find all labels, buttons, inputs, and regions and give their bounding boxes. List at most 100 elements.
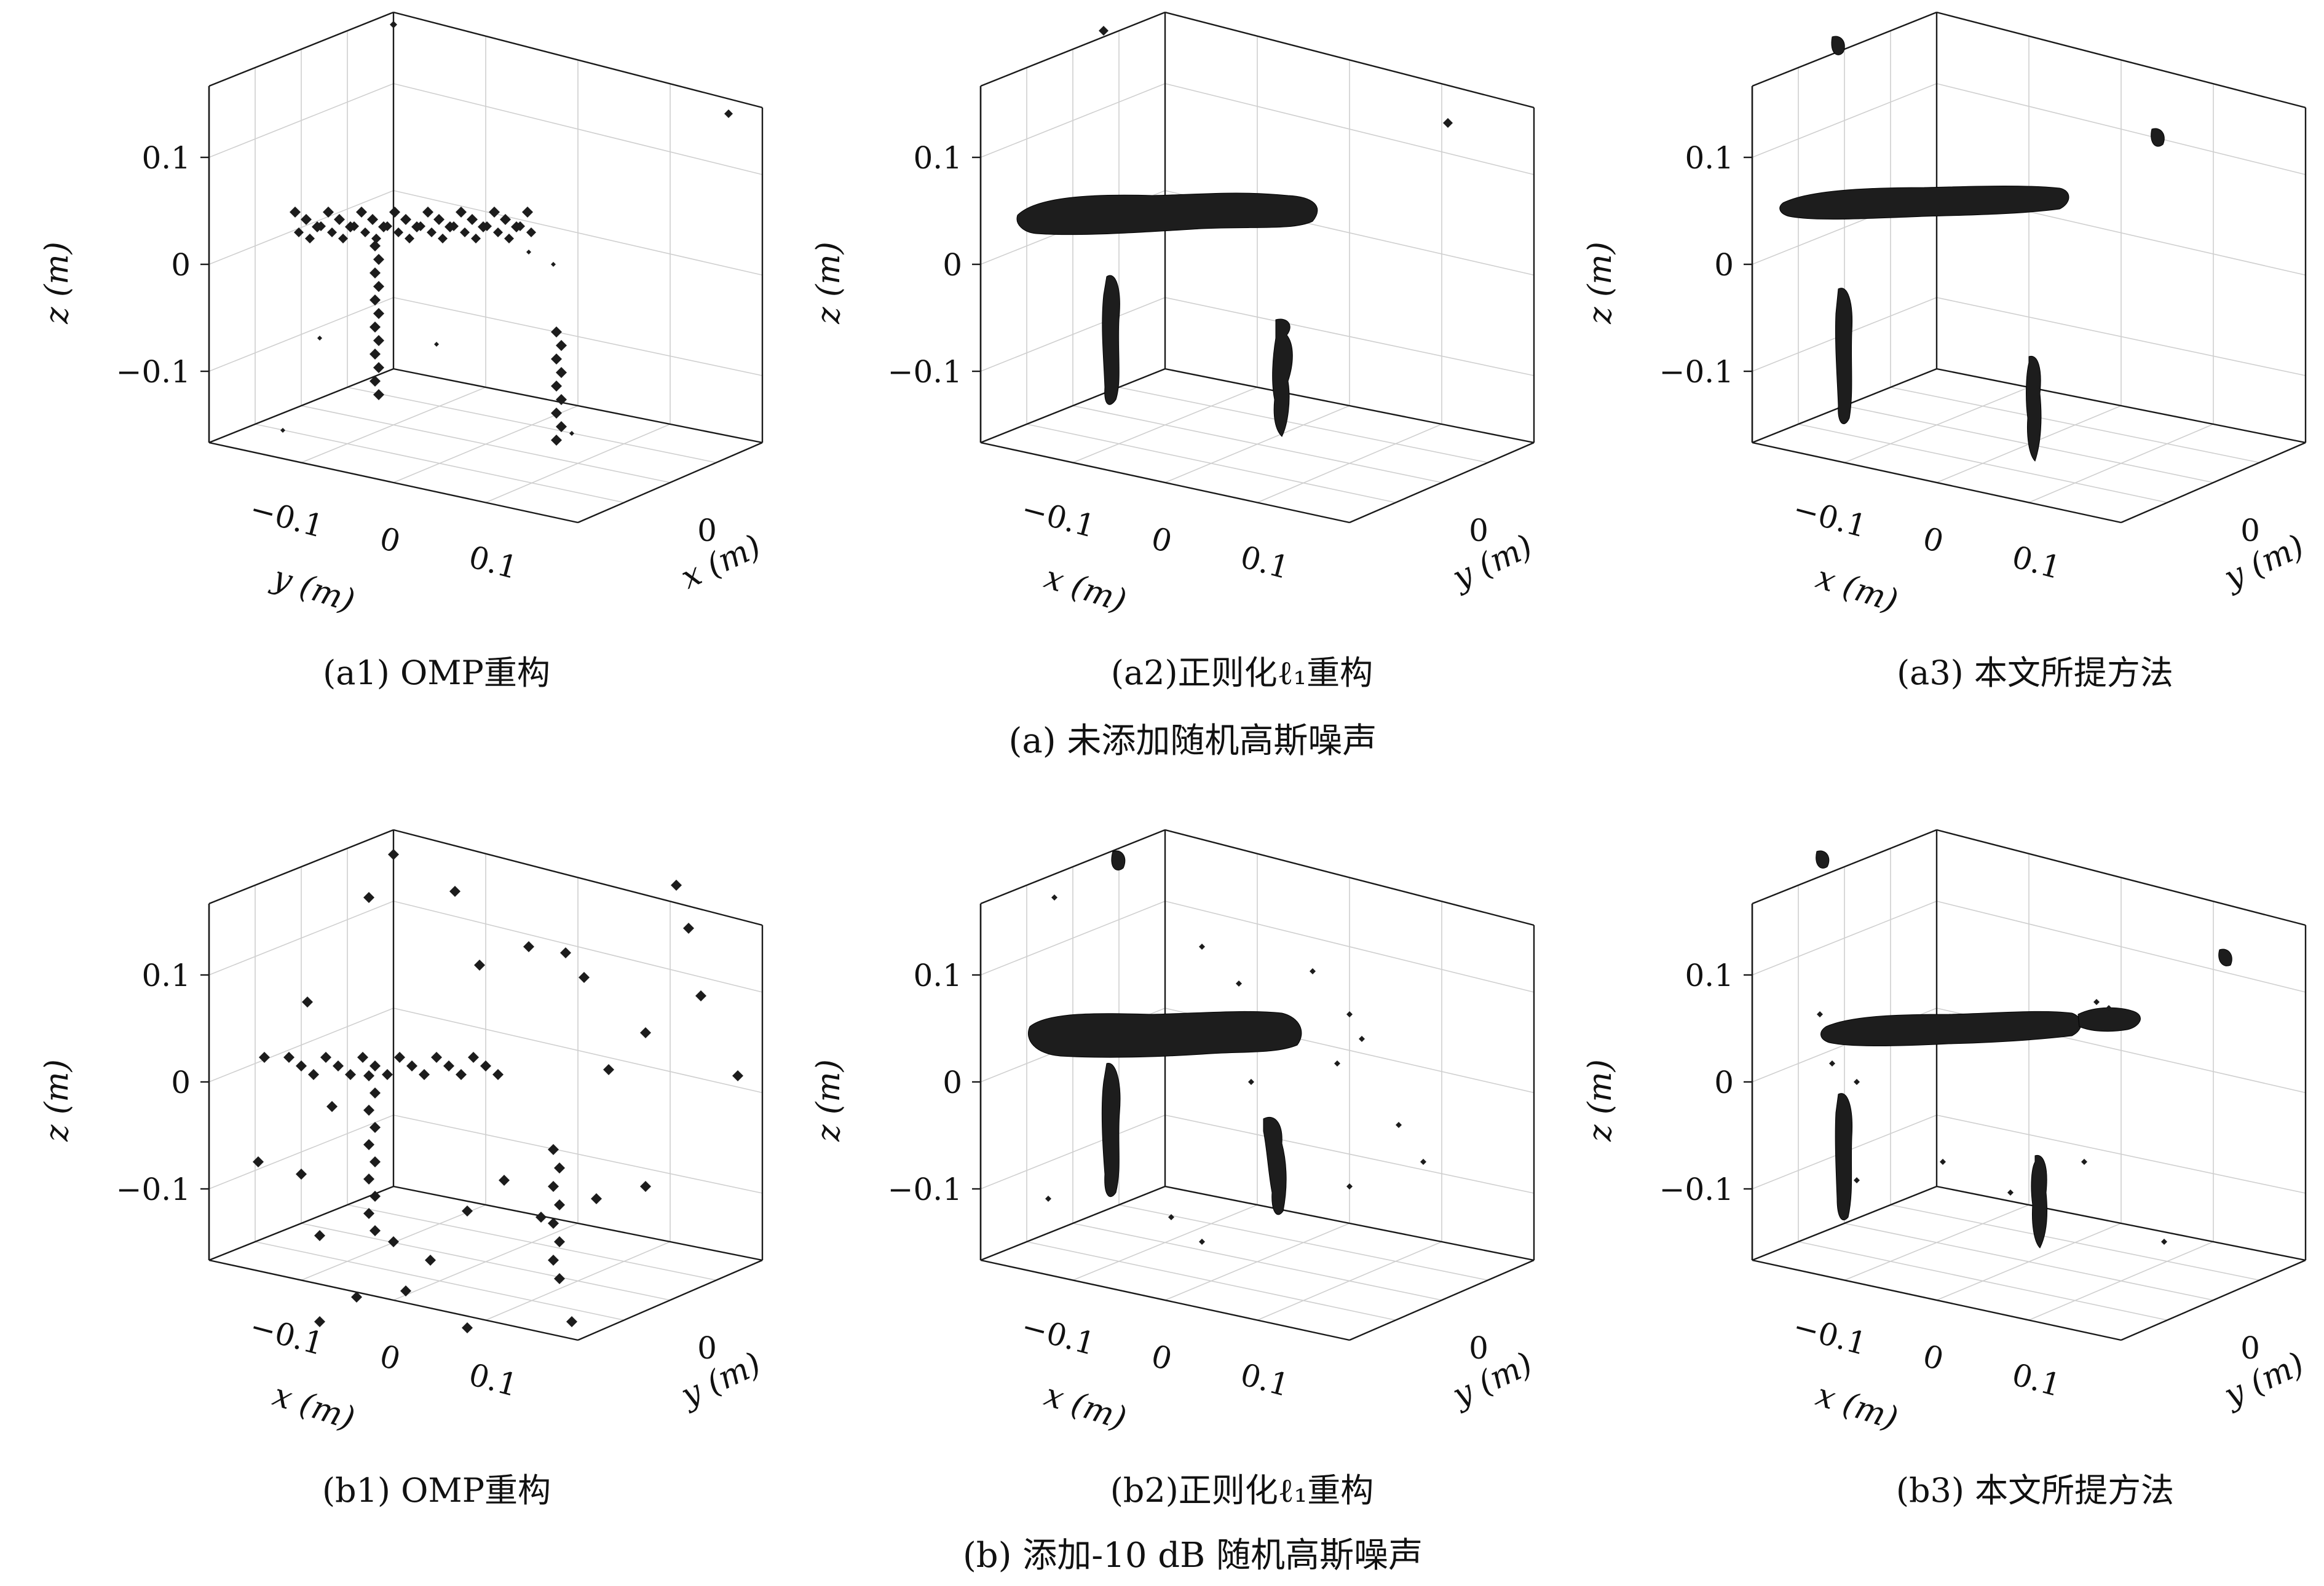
h1-axis-label: x (m) bbox=[1040, 1376, 1131, 1437]
data-point bbox=[732, 1070, 743, 1081]
data-point bbox=[1854, 1177, 1860, 1183]
data-point bbox=[1248, 1079, 1254, 1085]
data-point bbox=[323, 207, 334, 218]
caption-b1: (b1) OMP重构 bbox=[322, 1471, 551, 1510]
data-point bbox=[526, 227, 536, 237]
isosurface-blob bbox=[1272, 318, 1293, 437]
h1-tick-label: 0.1 bbox=[1236, 539, 1293, 586]
caption-a2: (a2)正则化ℓ₁重构 bbox=[1110, 653, 1373, 692]
data-point bbox=[382, 221, 392, 231]
axis-edge bbox=[208, 368, 394, 444]
grid-line bbox=[980, 83, 1166, 158]
axis-edge bbox=[2120, 441, 2306, 524]
data-point bbox=[554, 1236, 565, 1247]
h1-axis-label: x (m) bbox=[1811, 559, 1902, 620]
h1-tick-label: 0 bbox=[1919, 520, 1948, 559]
grid-line bbox=[2028, 424, 2214, 503]
axis-edge bbox=[208, 1259, 579, 1341]
h1-tick-label: 0 bbox=[1919, 1338, 1948, 1377]
plot-marks bbox=[1779, 36, 2165, 462]
h1-axis-label: y (m) bbox=[267, 559, 360, 620]
data-point bbox=[294, 227, 304, 237]
z-tick-label: 0 bbox=[943, 247, 962, 283]
axis-edge bbox=[980, 1259, 1350, 1341]
data-point bbox=[579, 972, 590, 983]
z-axis-label: z (m) bbox=[810, 242, 847, 325]
axis-edge bbox=[393, 829, 763, 926]
axis-edge bbox=[980, 11, 1166, 87]
data-point bbox=[360, 227, 370, 237]
grid-line bbox=[208, 190, 394, 265]
z-tick-label: 0.1 bbox=[141, 140, 191, 176]
data-point bbox=[1099, 26, 1109, 36]
data-point bbox=[416, 221, 425, 231]
h2-tick-label: 0 bbox=[1469, 1330, 1488, 1366]
data-point bbox=[526, 250, 531, 254]
data-point bbox=[2093, 999, 2100, 1005]
data-point bbox=[400, 1285, 411, 1296]
axis-edge bbox=[1349, 1259, 1535, 1341]
data-point bbox=[1236, 980, 1242, 987]
axis-edge bbox=[208, 829, 394, 905]
panel-b3: 0.1 0 −0.1 −0.1 0 0.1 0 z (m) x (m) y (m) bbox=[1543, 818, 2310, 1463]
isosurface-blob bbox=[1779, 185, 2069, 220]
data-point bbox=[556, 421, 567, 432]
z-tick-label: 0 bbox=[1714, 1065, 1734, 1100]
data-point bbox=[389, 207, 400, 218]
axis-edge bbox=[1164, 11, 1535, 109]
data-point bbox=[2106, 1005, 2112, 1011]
data-point bbox=[640, 1181, 651, 1192]
data-point bbox=[551, 262, 556, 267]
data-point bbox=[1346, 1011, 1353, 1017]
axis-edge bbox=[1164, 1185, 1535, 1261]
data-point bbox=[390, 21, 397, 28]
axis-edge bbox=[980, 441, 1350, 524]
grid-line bbox=[1890, 387, 2260, 464]
axis-edge bbox=[1936, 11, 2306, 109]
h1-tick-label: 0.1 bbox=[2008, 539, 2065, 586]
data-point bbox=[467, 214, 478, 225]
data-point bbox=[2081, 1159, 2087, 1165]
data-point bbox=[427, 227, 437, 237]
grid-line bbox=[393, 901, 763, 993]
data-point bbox=[338, 234, 348, 243]
plot-marks bbox=[1016, 26, 1453, 437]
data-point bbox=[327, 227, 337, 237]
grid-line bbox=[393, 1223, 579, 1301]
h2-axis-label: y (m) bbox=[674, 1346, 767, 1415]
isosurface-blob bbox=[2151, 128, 2165, 147]
isosurface-blob bbox=[1016, 192, 1318, 235]
data-point bbox=[370, 240, 381, 251]
data-point bbox=[388, 849, 399, 860]
data-point bbox=[388, 1236, 399, 1247]
grid-line bbox=[393, 297, 763, 376]
grid-lines bbox=[208, 848, 763, 1321]
data-point bbox=[1045, 1196, 1051, 1202]
data-point bbox=[370, 322, 381, 333]
data-point bbox=[695, 990, 706, 1001]
h2-axis-label: x (m) bbox=[676, 528, 767, 597]
grid-line bbox=[485, 424, 671, 503]
data-point bbox=[425, 1255, 436, 1266]
axis-edge bbox=[1349, 441, 1535, 524]
grid-line bbox=[1936, 1223, 2122, 1301]
data-point bbox=[422, 207, 433, 218]
isosurface-blob bbox=[1835, 288, 1853, 424]
data-point bbox=[290, 207, 301, 218]
grid-line bbox=[1936, 901, 2306, 993]
grid-line bbox=[393, 405, 579, 483]
z-tick-label: 0.1 bbox=[1685, 140, 1734, 176]
isosurface-blob bbox=[1102, 275, 1120, 405]
axis-edge bbox=[980, 368, 1166, 444]
axis-edge bbox=[1752, 441, 2122, 524]
z-tick-label: 0 bbox=[171, 247, 191, 283]
grid-line bbox=[1752, 901, 1937, 976]
axis-edge bbox=[980, 1185, 1166, 1261]
h2-tick-label: 0 bbox=[1469, 513, 1488, 548]
grid-line bbox=[1936, 1115, 2306, 1194]
grid-line bbox=[208, 1115, 394, 1190]
z-axis-label: z (m) bbox=[810, 1059, 847, 1142]
data-point bbox=[370, 1191, 381, 1202]
h1-tick-label: −0.1 bbox=[1018, 491, 1099, 544]
data-point bbox=[393, 227, 403, 237]
